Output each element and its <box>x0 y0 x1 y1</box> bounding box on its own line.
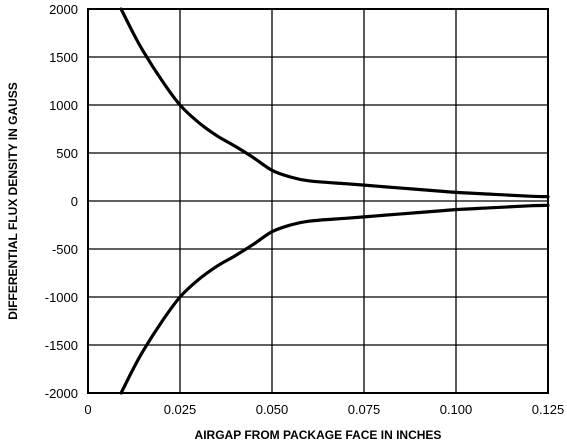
y-tick-label: 2000 <box>49 2 78 17</box>
x-tick-label: 0.050 <box>256 402 289 417</box>
y-tick-label: -2000 <box>45 386 78 401</box>
y-tick-label: -1000 <box>45 290 78 305</box>
positive-flux-curve <box>119 7 550 199</box>
y-tick-labels: 2000 1500 1000 500 0 -500 -1000 -1500 -2000 <box>45 2 78 401</box>
x-axis-title: AIRGAP FROM PACKAGE FACE IN INCHES <box>195 428 442 442</box>
y-axis-title: DIFFERENTIAL FLUX DENSITY IN GAUSS <box>6 82 20 320</box>
x-tick-label: 0.125 <box>532 402 565 417</box>
y-tick-label: -500 <box>52 242 78 257</box>
x-tick-label: 0.100 <box>440 402 473 417</box>
x-tick-labels: 0 0.025 0.050 0.075 0.100 0.125 <box>84 402 564 417</box>
y-tick-label: 1500 <box>49 50 78 65</box>
x-tick-label: 0.075 <box>348 402 381 417</box>
y-tick-label: 500 <box>56 146 78 161</box>
negative-flux-curve <box>119 203 550 395</box>
x-tick-label: 0.025 <box>164 402 197 417</box>
grid <box>88 9 548 393</box>
y-tick-label: -1500 <box>45 338 78 353</box>
series-lines <box>119 7 550 395</box>
plot-frame <box>87 8 549 394</box>
y-tick-label: 0 <box>71 194 78 209</box>
y-tick-label: 1000 <box>49 98 78 113</box>
x-tick-label: 0 <box>84 402 91 417</box>
